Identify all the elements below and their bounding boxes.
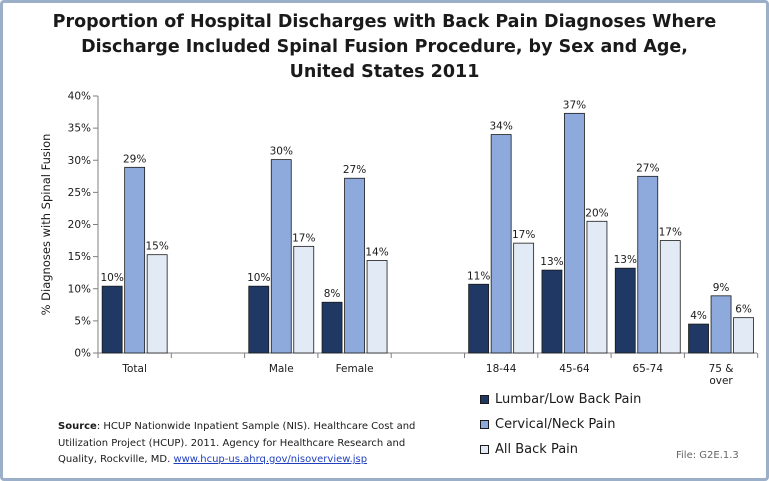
y-tick-label: 10%	[68, 283, 91, 295]
bar-all-back-pain	[586, 220, 608, 354]
bar-all-back-pain	[146, 254, 168, 354]
bar-lumbar	[688, 323, 709, 354]
data-label: 29%	[123, 153, 146, 165]
file-id: File: G2E.1.3	[676, 450, 739, 461]
bar-all-back-pain	[733, 317, 754, 354]
bar-cervical	[710, 295, 732, 354]
bar-cervical	[490, 134, 512, 354]
chart-title-line-2: Discharge Included Spinal Fusion Procedu…	[81, 37, 688, 57]
data-label: 15%	[145, 241, 168, 253]
source-label: Source	[58, 421, 97, 432]
legend-swatch-all-back-pain	[480, 445, 489, 454]
x-tick-label: 45-64	[559, 363, 590, 375]
bar-lumbar	[541, 269, 563, 354]
data-label: 27%	[636, 162, 659, 174]
bar-all-back-pain	[366, 260, 388, 354]
legend-swatch-cervical	[480, 420, 489, 429]
data-label: 14%	[365, 246, 388, 258]
x-tick-label: Male	[269, 363, 294, 375]
y-tick-label: 30%	[68, 155, 91, 167]
x-tick-label: Total	[121, 363, 147, 375]
y-tick-label: 0%	[74, 348, 91, 360]
bar-cervical	[637, 175, 659, 354]
bar-all-back-pain	[513, 242, 535, 354]
data-label: 17%	[292, 232, 315, 244]
x-tick-label: 75 &	[709, 363, 734, 375]
y-tick-label: 15%	[68, 251, 91, 263]
source-text: : HCUP Nationwide Inpatient Sample (NIS)…	[58, 421, 416, 465]
data-label: 20%	[585, 207, 608, 219]
legend-item-cervical: Cervical/Neck Pain	[480, 412, 641, 437]
legend-label-all-back-pain: All Back Pain	[495, 442, 579, 457]
data-label: 17%	[659, 227, 682, 239]
data-label: 10%	[247, 272, 270, 284]
data-label: 13%	[614, 254, 637, 266]
y-tick-label: 40%	[68, 91, 91, 103]
y-tick-label: 25%	[68, 187, 91, 199]
bar-cervical	[124, 166, 146, 354]
data-label: 4%	[690, 310, 707, 322]
data-label: 10%	[100, 272, 123, 284]
x-tick-label: Female	[336, 363, 374, 375]
data-label: 37%	[563, 99, 586, 111]
bar-all-back-pain	[293, 245, 315, 354]
y-axis-title: % Diagnoses with Spinal Fusion	[39, 134, 53, 316]
data-label: 34%	[489, 121, 512, 133]
x-tick-label: 65-74	[632, 363, 663, 375]
x-tick-label: over	[709, 375, 733, 387]
x-tick-label: 18-44	[486, 363, 517, 375]
legend-item-lumbar: Lumbar/Low Back Pain	[480, 387, 641, 412]
y-tick-label: 5%	[74, 315, 91, 327]
bar-cervical	[270, 159, 292, 354]
bar-lumbar	[248, 285, 270, 354]
bar-cervical	[564, 112, 585, 354]
data-label: 8%	[324, 288, 341, 300]
data-label: 17%	[512, 229, 535, 241]
y-tick-label: 20%	[68, 219, 91, 231]
chart-title: Proportion of Hospital Discharges with B…	[30, 10, 739, 85]
data-label: 6%	[735, 304, 752, 316]
data-label: 30%	[270, 146, 293, 158]
y-tick-label: 35%	[68, 123, 91, 135]
bar-cervical	[344, 177, 365, 354]
data-label: 9%	[713, 282, 730, 294]
bar-all-back-pain	[659, 240, 681, 354]
legend-item-all-back-pain: All Back Pain	[480, 437, 641, 462]
data-label: 27%	[343, 164, 366, 176]
bar-lumbar	[321, 301, 343, 354]
bar-lumbar	[614, 267, 636, 354]
chart-legend: Lumbar/Low Back Pain Cervical/Neck Pain …	[480, 387, 641, 462]
legend-label-cervical: Cervical/Neck Pain	[495, 417, 616, 432]
data-label: 11%	[467, 270, 490, 282]
source-note: Source: HCUP Nationwide Inpatient Sample…	[58, 419, 418, 469]
chart-title-line-1: Proportion of Hospital Discharges with B…	[52, 12, 717, 32]
data-label: 13%	[540, 256, 563, 268]
source-link[interactable]: www.hcup-us.ahrq.gov/nisoverview.jsp	[173, 454, 368, 465]
chart-title-line-3: United States 2011	[289, 62, 480, 82]
legend-swatch-lumbar	[480, 395, 489, 404]
bar-lumbar	[101, 285, 123, 354]
legend-label-lumbar: Lumbar/Low Back Pain	[495, 392, 642, 407]
bar-lumbar	[468, 283, 490, 354]
